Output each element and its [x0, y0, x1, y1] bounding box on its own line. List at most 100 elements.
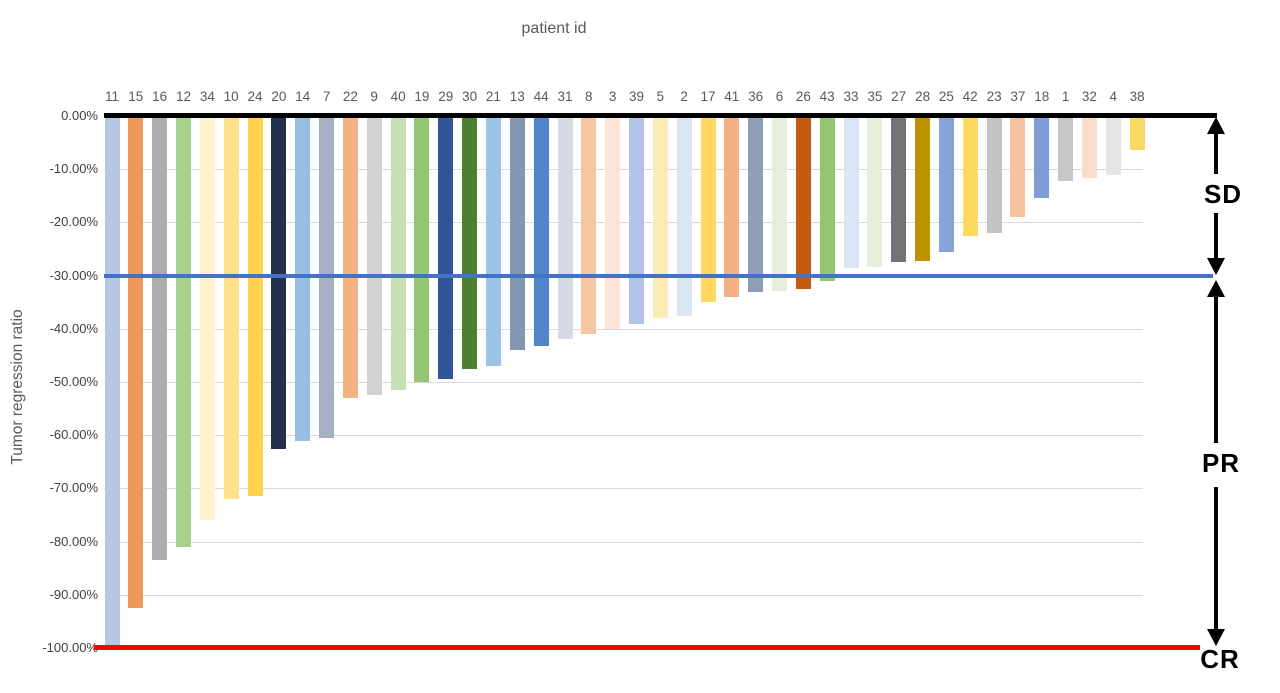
bar-patient-39	[629, 118, 644, 324]
patient-id-label-7: 7	[322, 89, 331, 104]
patient-id-label-10: 10	[223, 89, 239, 104]
patient-id-label-27: 27	[891, 89, 907, 104]
patient-id-label-30: 30	[462, 89, 478, 104]
bar-patient-6	[772, 118, 787, 291]
bar-patient-1	[1058, 118, 1074, 181]
bar-patient-12	[176, 118, 191, 547]
patient-id-label-35: 35	[867, 89, 883, 104]
y-tick-label: -60.00%	[49, 427, 98, 442]
bar-patient-34	[199, 118, 215, 521]
bar-patient-10	[223, 118, 239, 499]
bar-patient-30	[462, 118, 478, 369]
y-tick-label: -10.00%	[49, 161, 98, 176]
patient-id-label-40: 40	[390, 89, 406, 104]
patient-id-label-34: 34	[199, 89, 215, 104]
y-tick-label: -90.00%	[49, 587, 98, 602]
patient-id-label-21: 21	[485, 89, 501, 104]
bar-patient-25	[938, 118, 954, 252]
patient-id-label-39: 39	[628, 89, 645, 104]
patient-id-label-29: 29	[438, 89, 454, 104]
sd-pr-threshold-line	[104, 274, 1213, 278]
patient-id-label-26: 26	[795, 89, 811, 104]
bar-patient-42	[962, 118, 978, 236]
bar-patient-22	[342, 118, 358, 398]
bar-patient-14	[295, 118, 311, 441]
bar-patient-17	[700, 118, 716, 303]
y-tick-label: -100.00%	[42, 640, 98, 655]
bar-patient-11	[104, 118, 120, 648]
patient-id-label-16: 16	[152, 89, 168, 104]
y-tick-label: -40.00%	[49, 321, 98, 336]
patient-id-label-13: 13	[509, 89, 525, 104]
bar-patient-29	[438, 118, 454, 380]
patient-id-label-3: 3	[608, 89, 617, 104]
gridline--60	[104, 435, 1143, 436]
patient-id-label-8: 8	[585, 89, 593, 104]
bar-patient-19	[414, 118, 430, 382]
bar-patient-9	[366, 118, 382, 396]
sd-zone-label: SD	[1203, 179, 1243, 209]
bar-patient-13	[509, 118, 525, 351]
patient-id-label-25: 25	[938, 89, 954, 104]
bar-patient-36	[748, 118, 764, 292]
patient-id-label-2: 2	[680, 89, 688, 104]
bar-patient-4	[1105, 118, 1121, 175]
gridline--70	[104, 488, 1143, 489]
gridline--50	[104, 382, 1143, 383]
patient-id-label-5: 5	[656, 89, 665, 104]
bar-patient-32	[1081, 118, 1097, 179]
bar-patient-41	[724, 118, 740, 297]
bar-patient-38	[1129, 118, 1145, 150]
gridline--40	[104, 329, 1143, 330]
patient-id-label-11: 11	[104, 89, 119, 104]
gridline--90	[104, 595, 1143, 596]
bar-patient-3	[605, 118, 621, 329]
patient-id-label-19: 19	[414, 89, 430, 104]
patient-id-label-41: 41	[724, 89, 740, 104]
bar-patient-8	[581, 118, 597, 335]
patient-id-label-1: 1	[1061, 89, 1070, 104]
bar-patient-37	[1010, 118, 1026, 218]
bar-patient-24	[247, 118, 263, 497]
patient-id-label-31: 31	[557, 89, 573, 104]
bar-patient-15	[128, 118, 144, 609]
bar-patient-21	[485, 118, 501, 366]
bar-patient-5	[652, 118, 668, 319]
patient-id-label-6: 6	[775, 89, 784, 104]
patient-id-label-28: 28	[915, 89, 931, 104]
bar-patient-44	[533, 118, 549, 347]
bar-patient-31	[557, 118, 573, 340]
patient-id-label-20: 20	[271, 89, 287, 104]
bar-patient-28	[915, 118, 931, 262]
patient-id-label-12: 12	[175, 89, 192, 104]
patient-id-label-14: 14	[295, 89, 311, 104]
bar-patient-2	[676, 118, 692, 316]
patient-id-label-15: 15	[128, 89, 144, 104]
bar-patient-40	[390, 118, 406, 390]
chart-title: patient id	[521, 20, 587, 37]
bar-patient-20	[271, 118, 287, 449]
patient-id-label-33: 33	[843, 89, 859, 104]
y-tick-label: -30.00%	[49, 268, 98, 283]
cr-zone-label: CR	[1200, 644, 1240, 674]
gridline--10	[104, 169, 1143, 170]
zero-baseline-line	[104, 113, 1217, 118]
bar-patient-26	[795, 118, 811, 289]
patient-id-label-38: 38	[1129, 89, 1145, 104]
bar-patient-18	[1034, 118, 1050, 198]
patient-id-label-18: 18	[1034, 89, 1050, 104]
patient-id-label-36: 36	[748, 89, 764, 104]
patient-id-label-9: 9	[370, 89, 378, 104]
y-tick-label: -20.00%	[49, 214, 98, 229]
bar-patient-27	[891, 118, 907, 263]
patient-id-label-37: 37	[1010, 89, 1026, 104]
gridline--80	[104, 542, 1143, 543]
bar-patient-33	[843, 118, 859, 269]
patient-id-label-4: 4	[1109, 89, 1118, 104]
patient-id-label-44: 44	[533, 89, 549, 104]
y-tick-label: -70.00%	[49, 480, 98, 495]
gridline--20	[104, 222, 1143, 223]
patient-id-label-43: 43	[819, 89, 835, 104]
patient-id-label-24: 24	[247, 89, 263, 104]
patient-id-label-17: 17	[700, 89, 716, 104]
